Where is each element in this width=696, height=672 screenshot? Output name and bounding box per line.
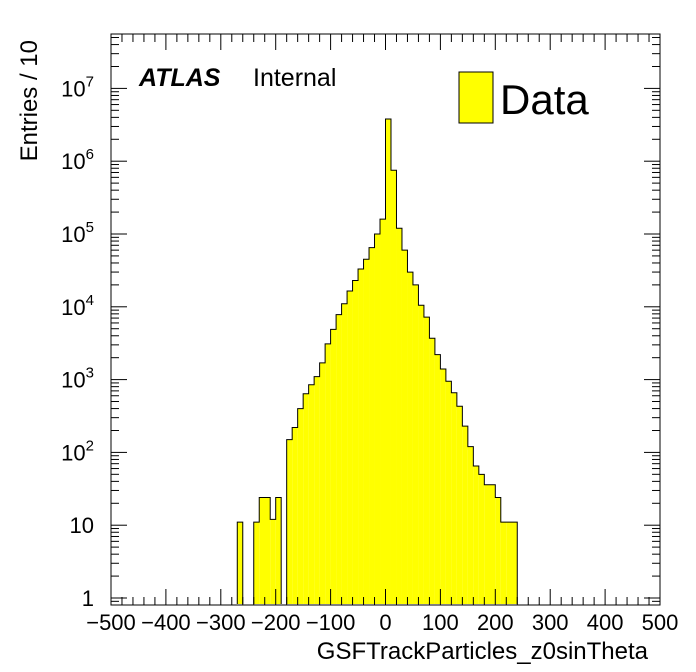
histogram-bin: [253, 522, 260, 604]
histogram-bin: [401, 250, 408, 605]
histogram-bin: [314, 376, 320, 604]
atlas-label: ATLAS: [138, 64, 221, 92]
x-tick-label: −100: [306, 610, 356, 635]
histogram-bin: [347, 290, 353, 604]
histogram-bin: [467, 446, 474, 604]
histogram-bin: [396, 228, 402, 605]
histogram-bin: [308, 384, 315, 604]
x-tick-label: −200: [251, 610, 301, 635]
histogram-bin: [473, 466, 479, 604]
x-axis-label: GSFTrackParticles_z0sinTheta: [317, 638, 649, 665]
x-tick-labels: −500 −400 −300 −200 −100 0 100 200 300 400 500: [86, 610, 678, 635]
histogram-bin: [423, 317, 430, 604]
histogram-bin: [275, 497, 282, 604]
y-axis-label: Entries / 10: [16, 40, 43, 161]
histogram-bin: [407, 272, 413, 604]
legend-label: Data: [500, 76, 589, 123]
histogram-bin: [341, 303, 348, 604]
histogram-bin: [319, 362, 326, 604]
y-tick-label: 107: [61, 73, 94, 101]
internal-label: Internal: [253, 64, 336, 92]
histogram-bin: [500, 522, 507, 604]
y-tick-label: 105: [61, 219, 94, 247]
histogram-bin: [270, 519, 276, 604]
histogram-bin: [506, 522, 518, 604]
histogram-bin: [429, 338, 435, 604]
y-tick-labels: 1 10 102 103 104 105 106 107: [61, 73, 94, 611]
x-tick-label: 500: [642, 610, 679, 635]
histogram-bin: [369, 247, 375, 604]
histogram-bin: [434, 354, 441, 604]
x-tick-label: −400: [141, 610, 191, 635]
histogram-bin: [412, 284, 419, 604]
histogram-bin: [456, 406, 463, 604]
y-tick-label: 106: [61, 146, 94, 174]
y-tick-label: 1: [82, 586, 94, 611]
histogram-bin: [352, 280, 359, 604]
histogram-bin: [380, 219, 386, 604]
histogram-bin: [445, 381, 452, 604]
histogram-bin: [292, 427, 298, 604]
y-tick-label: 104: [61, 292, 94, 320]
histogram-bin: [418, 305, 424, 604]
histogram-bin: [363, 259, 370, 604]
x-tick-label: 300: [532, 610, 569, 635]
y-tick-label: 10: [70, 513, 94, 538]
x-tick-label: 0: [379, 610, 391, 635]
histogram-bin: [336, 314, 342, 604]
plot-frame: [110, 33, 661, 606]
x-tick-label: 200: [477, 610, 514, 635]
histogram-bin: [478, 474, 485, 604]
x-tick-label: 400: [587, 610, 624, 635]
histogram-bin: [440, 368, 446, 604]
x-tick-label: −300: [196, 610, 246, 635]
histogram-bin: [330, 329, 337, 604]
histogram-bin: [358, 269, 364, 604]
histogram-bins: [236, 118, 518, 605]
x-tick-label: −500: [86, 610, 136, 635]
x-tick-label: 100: [422, 610, 459, 635]
histogram-bin: [286, 439, 293, 604]
histogram-bin: [303, 393, 309, 604]
histogram-bin: [297, 408, 304, 604]
histogram-bin: [451, 392, 457, 604]
y-tick-label: 103: [61, 365, 94, 393]
legend: Data: [458, 71, 589, 124]
legend-swatch: [458, 71, 494, 124]
axis-ticks: [110, 34, 661, 605]
histogram-bin: [495, 497, 501, 604]
histogram-bin: [484, 484, 496, 604]
histogram-bin: [374, 234, 381, 604]
histogram-bin: [390, 170, 397, 605]
histogram-bin: [462, 426, 468, 604]
histogram-bin: [237, 522, 243, 604]
histogram-bin: [325, 343, 331, 604]
histogram-bin: [259, 497, 271, 604]
histogram-bin: [385, 118, 391, 604]
histogram-outline: [236, 118, 518, 604]
y-tick-label: 102: [61, 437, 94, 465]
